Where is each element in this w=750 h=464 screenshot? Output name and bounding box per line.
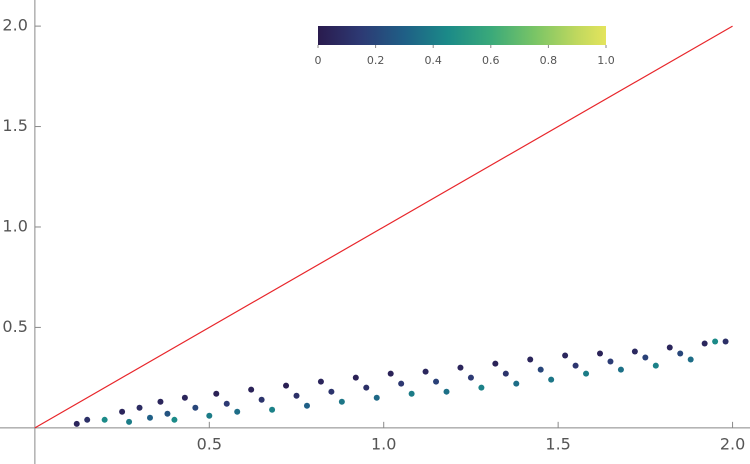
colorbar: [318, 26, 606, 45]
y-tick-label: 2.0: [2, 16, 27, 35]
x-tick-label: 0.5: [197, 434, 222, 453]
point: [84, 416, 91, 423]
point: [157, 398, 164, 405]
point: [617, 366, 624, 373]
point: [147, 414, 153, 421]
point: [687, 356, 694, 363]
point: [492, 360, 499, 367]
point: [164, 410, 171, 417]
point: [597, 350, 603, 357]
point: [712, 338, 719, 345]
point: [373, 394, 380, 401]
colorbar-tick-label: 0: [315, 54, 322, 67]
point: [537, 366, 544, 373]
point: [223, 400, 230, 407]
colorbar-tick-label: 0.2: [367, 54, 385, 67]
point: [303, 402, 310, 409]
colorbar-tick-label: 0.8: [540, 54, 558, 67]
colorbar-tick-label: 0.4: [424, 54, 442, 67]
point: [73, 420, 80, 427]
point: [478, 384, 485, 391]
y-tick-label: 0.5: [2, 317, 27, 336]
point: [101, 416, 108, 423]
point: [562, 352, 569, 359]
point: [677, 350, 684, 357]
colorbar-tick-label: 1.0: [597, 54, 615, 67]
y-tick-label: 1.0: [2, 216, 27, 235]
point: [248, 386, 255, 393]
point: [328, 388, 335, 395]
point: [433, 378, 440, 385]
point: [283, 382, 290, 389]
point: [666, 344, 673, 351]
point: [136, 404, 143, 411]
point: [126, 418, 133, 425]
point: [652, 362, 659, 369]
point: [363, 384, 370, 391]
point: [642, 354, 649, 361]
y-tick-label: 1.5: [2, 116, 27, 135]
point: [387, 370, 394, 377]
point: [607, 358, 614, 365]
point: [317, 378, 324, 385]
point: [422, 368, 429, 375]
x-tick-label: 1.0: [371, 434, 396, 453]
point: [443, 388, 450, 395]
point: [234, 408, 241, 415]
point: [701, 340, 708, 347]
point: [352, 374, 359, 381]
point: [192, 404, 199, 411]
point: [467, 374, 474, 381]
point: [258, 396, 265, 403]
point: [181, 394, 188, 401]
point: [457, 364, 464, 371]
point: [206, 412, 213, 419]
point: [722, 338, 729, 345]
point: [572, 362, 579, 369]
x-tick-label: 1.5: [545, 434, 570, 453]
colorbar-tick-label: 0.6: [482, 54, 500, 67]
point: [119, 408, 126, 415]
point: [631, 348, 638, 355]
point: [293, 392, 300, 399]
point: [269, 406, 276, 413]
point: [513, 380, 520, 387]
x-tick-label: 2.0: [720, 434, 745, 453]
point: [171, 416, 178, 423]
point: [398, 380, 405, 387]
reference-line: [34, 25, 733, 429]
point: [583, 370, 590, 377]
point: [338, 398, 345, 405]
point: [548, 376, 555, 383]
point: [213, 390, 220, 397]
point: [502, 370, 509, 377]
point: [408, 390, 415, 397]
point: [527, 356, 534, 363]
